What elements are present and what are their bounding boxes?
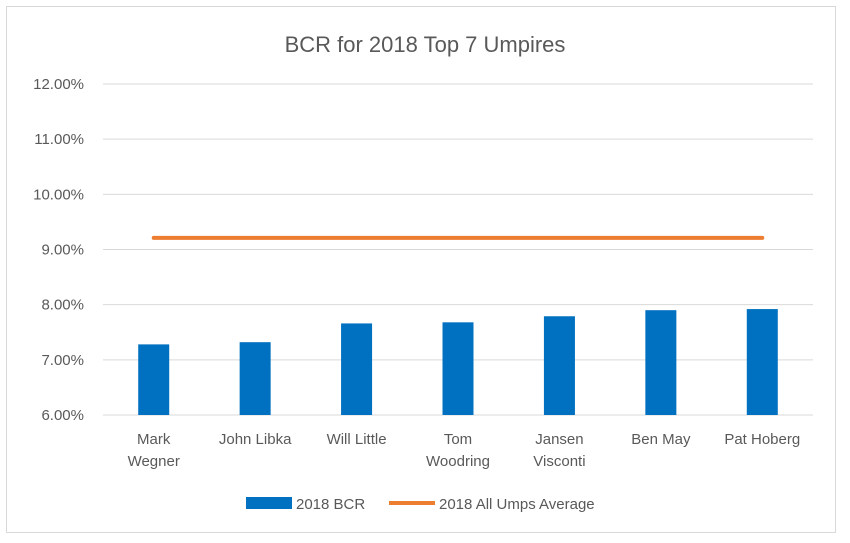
x-axis-category-labels: Mark Wegner John Libka Will Little Tom Woodri… [128,431,801,470]
y-tick-label: 6.00% [41,407,84,424]
category-label: John Libka [219,431,292,448]
category-label: Ben May [631,431,691,448]
category-label: Tom Woodring [426,431,490,470]
y-tick-label: 10.00% [33,186,84,203]
y-tick-label: 7.00% [41,352,84,369]
legend-label-average: 2018 All Umps Average [439,496,595,513]
bar-series [138,309,778,415]
gridlines [103,83,813,416]
y-tick-label: 12.00% [33,76,84,93]
bar [341,323,373,415]
category-label: Will Little [327,431,387,448]
y-axis-tick-labels: 6.00% 7.00% 8.00% 9.00% 10.00% 11.00% 12.00% [33,76,84,424]
legend-swatch-bcr [246,497,292,509]
category-label: Pat Hoberg [724,431,800,448]
bar [746,309,778,415]
bar [442,322,474,415]
legend: 2018 BCR 2018 All Umps Average [246,496,595,513]
bar [239,342,271,415]
y-tick-label: 9.00% [41,242,84,259]
chart-title: BCR for 2018 Top 7 Umpires [285,32,566,57]
bar [543,316,575,415]
y-tick-label: 11.00% [34,131,84,148]
y-tick-label: 8.00% [41,297,84,314]
chart-frame [6,6,836,533]
category-label: Mark Wegner [128,431,180,470]
category-label: Jansen Visconti [533,431,585,470]
legend-label-bcr: 2018 BCR [296,496,365,513]
bar [645,310,677,415]
bar [138,344,170,415]
